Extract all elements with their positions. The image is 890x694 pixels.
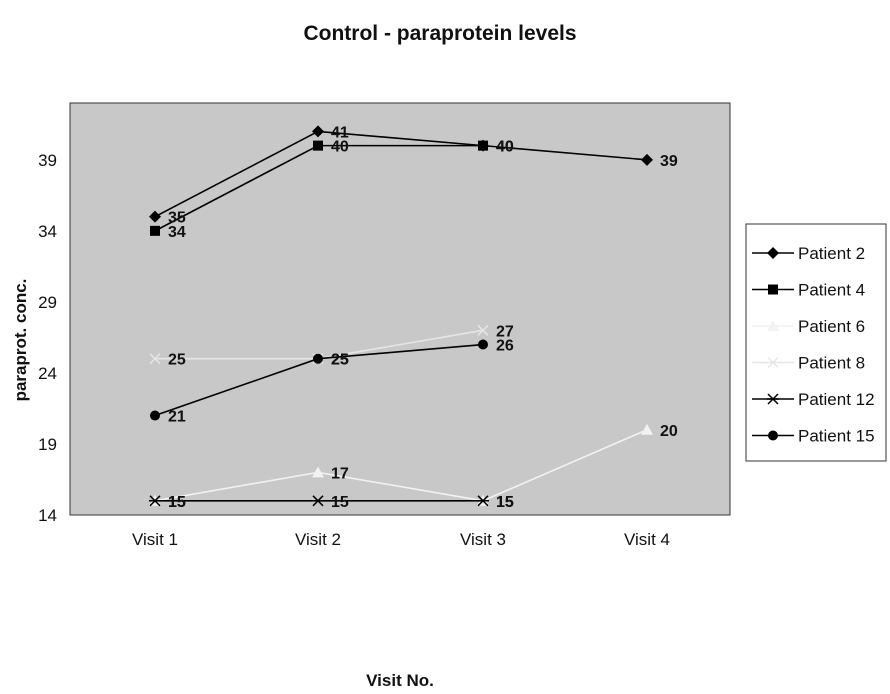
data-label: 15 xyxy=(168,494,186,511)
x-tick-label: Visit 2 xyxy=(295,530,341,549)
data-label: 20 xyxy=(660,423,678,440)
legend-label: Patient 4 xyxy=(798,281,865,300)
data-label: 17 xyxy=(331,465,349,482)
legend-marker xyxy=(768,431,778,441)
data-point xyxy=(150,226,160,236)
data-label: 41 xyxy=(331,124,349,141)
data-label: 40 xyxy=(496,139,514,156)
y-axis-ticks: 14 19 24 29 34 39 xyxy=(38,151,57,525)
y-tick-label: 29 xyxy=(38,293,57,312)
data-label: 26 xyxy=(496,338,514,355)
x-axis-ticks: Visit 1 Visit 2 Visit 3 Visit 4 xyxy=(132,530,670,549)
data-label: 15 xyxy=(331,494,349,511)
data-label: 21 xyxy=(168,409,186,426)
x-tick-label: Visit 3 xyxy=(460,530,506,549)
x-tick-label: Visit 1 xyxy=(132,530,178,549)
legend-label: Patient 12 xyxy=(798,390,875,409)
y-tick-label: 24 xyxy=(38,364,57,383)
legend-label: Patient 2 xyxy=(798,244,865,263)
x-axis-label: Visit No. xyxy=(366,671,434,690)
y-tick-label: 39 xyxy=(38,151,57,170)
chart-title: Control - paraprotein levels xyxy=(303,22,576,45)
legend-label: Patient 8 xyxy=(798,354,865,373)
legend-label: Patient 6 xyxy=(798,317,865,336)
data-label: 25 xyxy=(168,352,186,369)
data-point xyxy=(150,411,160,421)
data-label: 35 xyxy=(168,210,186,227)
legend: Patient 2 Patient 4 Patient 6 Patient 8 Pati… xyxy=(746,224,886,461)
data-label: 25 xyxy=(331,352,349,369)
y-axis-label: paraprot. conc. xyxy=(11,279,30,402)
y-tick-label: 34 xyxy=(38,222,57,241)
x-tick-label: Visit 4 xyxy=(624,530,670,549)
data-label: 15 xyxy=(496,494,514,511)
data-label: 39 xyxy=(660,153,678,170)
data-point xyxy=(478,340,488,350)
data-point xyxy=(313,354,323,364)
plot-area xyxy=(70,103,730,515)
data-point xyxy=(313,141,323,151)
y-tick-label: 19 xyxy=(38,435,57,454)
y-tick-label: 14 xyxy=(38,506,57,525)
legend-label: Patient 15 xyxy=(798,427,875,446)
legend-marker xyxy=(768,285,778,295)
